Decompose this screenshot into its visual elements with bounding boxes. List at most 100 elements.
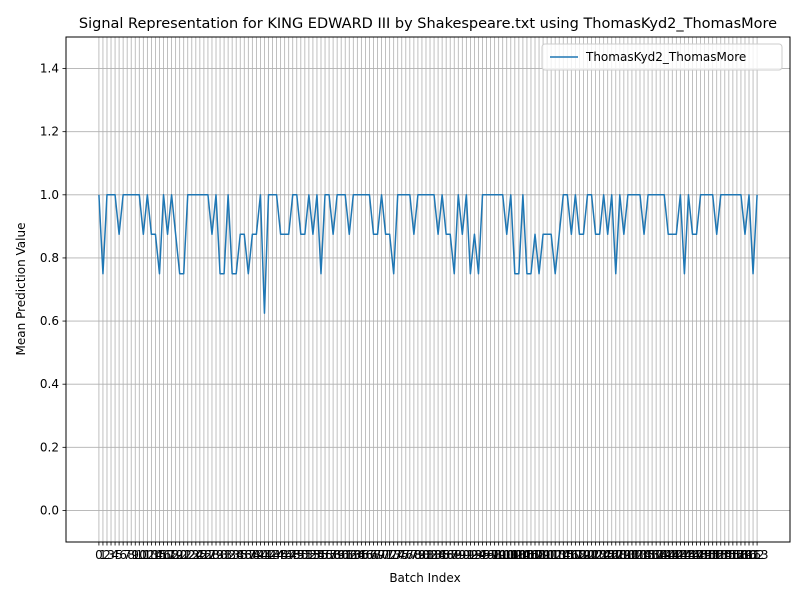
x-tick-label: 140 bbox=[653, 548, 676, 562]
x-tick-label: 44 bbox=[269, 548, 284, 562]
x-tick-label: 59 bbox=[330, 548, 345, 562]
x-tick-label: 92 bbox=[463, 548, 478, 562]
x-tick-label: 89 bbox=[451, 548, 466, 562]
x-tick-label: 146 bbox=[677, 548, 700, 562]
x-tick-label: 49 bbox=[289, 548, 304, 562]
legend-box bbox=[541, 43, 783, 71]
legend-label: ThomasKyd2_ThomasMore bbox=[585, 50, 746, 64]
x-tick-label: 104 bbox=[507, 548, 530, 562]
x-tick-label: 131 bbox=[616, 548, 639, 562]
x-tick-label: 78 bbox=[406, 548, 421, 562]
x-tick-label: 41 bbox=[257, 548, 272, 562]
x-tick-label: 7 bbox=[123, 548, 131, 562]
x-tick-label: 149 bbox=[689, 548, 712, 562]
x-tick-label: 51 bbox=[297, 548, 312, 562]
x-tick-label: 33 bbox=[225, 548, 240, 562]
x-tick-label: 116 bbox=[556, 548, 579, 562]
x-tick-label: 154 bbox=[709, 548, 732, 562]
x-tick-label: 31 bbox=[216, 548, 231, 562]
x-tick-label: 122 bbox=[580, 548, 603, 562]
x-tick-label: 99 bbox=[491, 548, 506, 562]
x-tick-label: 100 bbox=[491, 548, 514, 562]
x-tick-label: 24 bbox=[188, 548, 203, 562]
x-tick-label: 111 bbox=[536, 548, 559, 562]
x-tick-label: 55 bbox=[313, 548, 328, 562]
y-tick-label: 1.4 bbox=[40, 62, 59, 76]
x-tick-label: 152 bbox=[701, 548, 724, 562]
x-tick-label: 57 bbox=[321, 548, 336, 562]
x-tick-label: 75 bbox=[394, 548, 409, 562]
chart-title: Signal Representation for KING EDWARD II… bbox=[79, 16, 777, 32]
x-tick-label: 133 bbox=[625, 548, 648, 562]
x-tick-label: 84 bbox=[430, 548, 445, 562]
x-tick-label: 118 bbox=[564, 548, 587, 562]
x-tick-label: 47 bbox=[281, 548, 296, 562]
x-tick-label: 77 bbox=[402, 548, 417, 562]
x-tick-label: 25 bbox=[192, 548, 207, 562]
x-tick-label: 0 bbox=[95, 548, 103, 562]
x-tick-label: 134 bbox=[629, 548, 652, 562]
series-line bbox=[98, 194, 758, 314]
x-tick-label: 73 bbox=[386, 548, 401, 562]
x-tick-label: 21 bbox=[176, 548, 191, 562]
y-axis-title: Mean Prediction Value bbox=[14, 223, 28, 356]
x-tick-label: 67 bbox=[362, 548, 377, 562]
x-tick-label: 9 bbox=[131, 548, 139, 562]
x-tick-label: 158 bbox=[725, 548, 748, 562]
legend: ThomasKyd2_ThomasMore bbox=[541, 43, 783, 71]
x-tick-label: 120 bbox=[572, 548, 595, 562]
x-tick-label: 96 bbox=[479, 548, 494, 562]
x-tick-label: 16 bbox=[156, 548, 171, 562]
x-tick-label: 42 bbox=[261, 548, 276, 562]
x-tick-label: 129 bbox=[608, 548, 631, 562]
x-tick-label: 53 bbox=[305, 548, 320, 562]
x-tick-label: 143 bbox=[665, 548, 688, 562]
series-layer bbox=[98, 194, 758, 314]
x-tick-label: 85 bbox=[434, 548, 449, 562]
x-tick-label: 79 bbox=[410, 548, 425, 562]
x-tick-label: 36 bbox=[237, 548, 252, 562]
x-tick-label: 128 bbox=[604, 548, 627, 562]
axes-background bbox=[66, 37, 790, 542]
x-tick-label: 90 bbox=[455, 548, 470, 562]
x-tick-label: 10 bbox=[132, 548, 147, 562]
x-tick-label: 138 bbox=[645, 548, 668, 562]
x-tick-label: 117 bbox=[560, 548, 583, 562]
x-tick-label: 60 bbox=[334, 548, 349, 562]
x-tick-label: 13 bbox=[144, 548, 159, 562]
x-tick-label: 62 bbox=[342, 548, 357, 562]
x-tick-label: 148 bbox=[685, 548, 708, 562]
x-tick-label: 52 bbox=[301, 548, 316, 562]
plot-area: 0.00.20.40.60.81.01.21.4 012345678910111… bbox=[40, 36, 791, 562]
x-tick-label: 97 bbox=[483, 548, 498, 562]
x-tick-label: 157 bbox=[721, 548, 744, 562]
x-tick-label: 163 bbox=[746, 548, 769, 562]
x-tick-label: 58 bbox=[325, 548, 340, 562]
x-tick-label: 126 bbox=[596, 548, 619, 562]
x-tick-label: 37 bbox=[241, 548, 256, 562]
x-tick-label: 4 bbox=[111, 548, 119, 562]
x-gridlines bbox=[98, 37, 758, 542]
x-tick-label: 155 bbox=[713, 548, 736, 562]
x-tick-label: 147 bbox=[681, 548, 704, 562]
x-axis-title: Batch Index bbox=[389, 571, 460, 585]
x-tick-label: 2 bbox=[103, 548, 111, 562]
x-tick-label: 127 bbox=[600, 548, 623, 562]
x-tick-label: 1 bbox=[99, 548, 107, 562]
x-tick-label: 106 bbox=[515, 548, 538, 562]
x-tick-label: 113 bbox=[544, 548, 567, 562]
y-tick-label: 1.2 bbox=[40, 125, 59, 139]
x-tick-label: 46 bbox=[277, 548, 292, 562]
x-tick-label: 30 bbox=[212, 548, 227, 562]
x-tick-label: 121 bbox=[576, 548, 599, 562]
x-tick-label: 156 bbox=[717, 548, 740, 562]
x-tick-label: 103 bbox=[503, 548, 526, 562]
x-tick-label: 86 bbox=[439, 548, 454, 562]
x-tick-label: 135 bbox=[633, 548, 656, 562]
x-tick-label: 8 bbox=[127, 548, 135, 562]
x-axis-ticks: 0123456789101112131415161718192021222324… bbox=[95, 542, 769, 562]
x-tick-label: 141 bbox=[657, 548, 680, 562]
x-tick-label: 130 bbox=[612, 548, 635, 562]
x-tick-label: 123 bbox=[584, 548, 607, 562]
